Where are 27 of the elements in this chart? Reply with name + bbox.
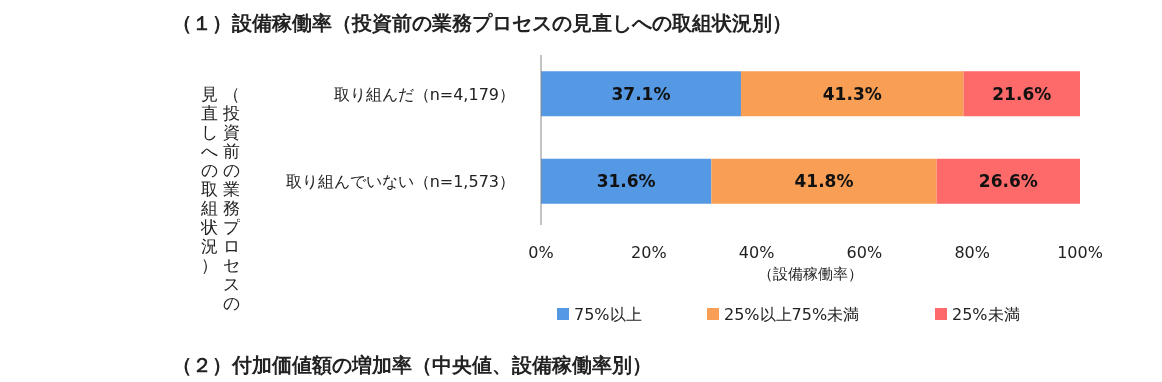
x-tick-label: 100%: [1057, 243, 1103, 262]
x-tick-label: 0%: [528, 243, 554, 262]
text: （２）付加価値額の増加率（中央値、設備稼働率別）: [172, 353, 652, 377]
data-label: 37.1%: [611, 83, 671, 104]
chart-title: （１）設備稼働率（投資前の業務プロセスの見直しへの取組状況別）: [172, 11, 792, 35]
bar: [936, 158, 1080, 204]
x-axis-title: （設備稼働率）: [758, 265, 863, 283]
legend-label: 25%以上75%未満: [724, 305, 860, 324]
bar: [963, 71, 1080, 117]
bar: [541, 71, 741, 117]
legend-label: 75%以上: [574, 305, 642, 324]
data-label: 26.6%: [978, 171, 1038, 192]
y-tick-label: 取り組んでいない（n=1,573）: [285, 172, 515, 192]
data-label: 41.3%: [822, 83, 882, 104]
bar: [740, 71, 964, 117]
y-axis-title: （投資前の業務プロセスの見直しへの取組状況）: [200, 85, 240, 313]
bar: [541, 158, 712, 204]
x-tick-label: 40%: [738, 243, 775, 262]
data-label: 41.8%: [794, 171, 854, 192]
data-label: 21.6%: [992, 83, 1052, 104]
legend-label: 25%未満: [952, 305, 1020, 324]
x-tick-label: 80%: [954, 243, 990, 262]
x-tick-label: 60%: [846, 243, 883, 262]
data-label: 31.6%: [596, 171, 656, 192]
x-tick-label: 20%: [631, 243, 667, 262]
bar: [711, 158, 937, 204]
y-tick-label: 取り組んだ（n=4,179）: [333, 84, 515, 104]
